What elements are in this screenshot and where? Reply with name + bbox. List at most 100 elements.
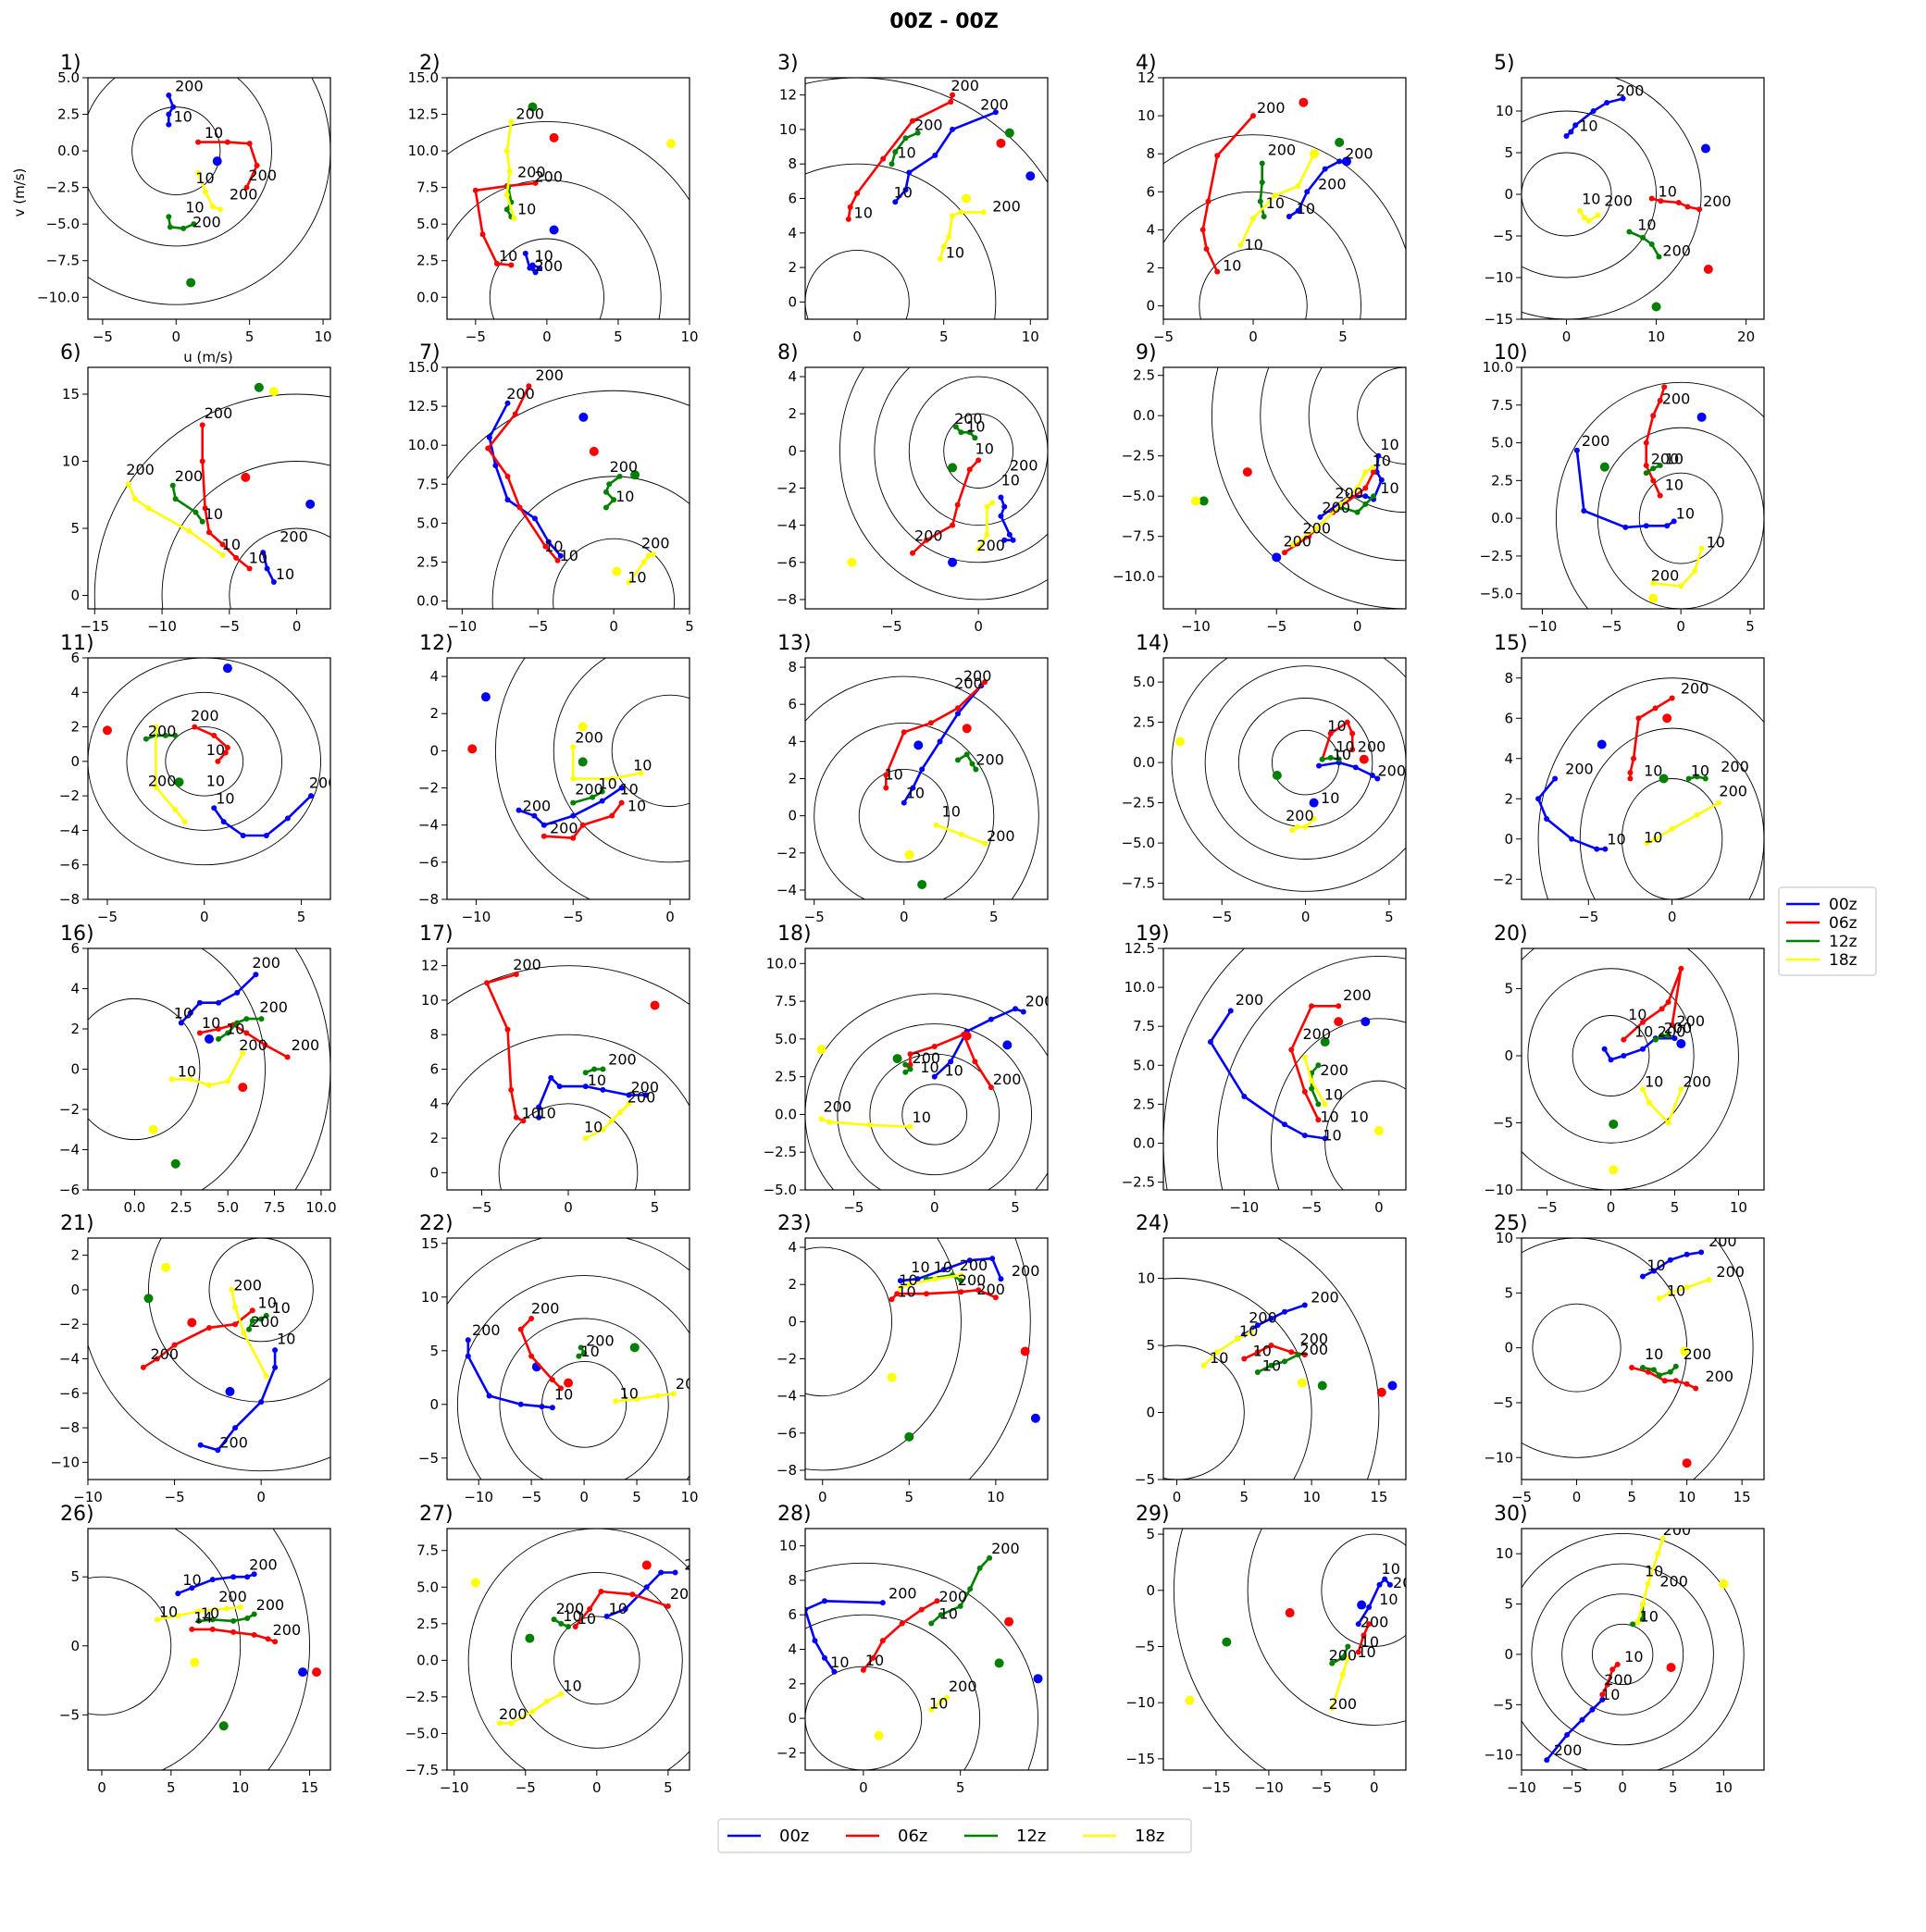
hodograph-point-18z — [558, 1690, 565, 1697]
hodograph-point-00z — [1671, 518, 1677, 525]
mean-point-00z — [549, 225, 559, 235]
level-label: 200 — [499, 1705, 528, 1723]
level-label: 200 — [280, 527, 308, 545]
mean-point-18z — [190, 1657, 200, 1667]
hodograph-point-12z — [1640, 1364, 1646, 1370]
y-tick-label: 2.5 — [57, 106, 80, 123]
hodograph-point-06z — [504, 473, 511, 479]
hodograph-point-12z — [599, 788, 605, 795]
level-label: 200 — [534, 257, 563, 275]
y-tick-label: −5.0 — [764, 1182, 797, 1198]
hodograph-point-00z — [950, 126, 956, 132]
level-label: 200 — [993, 1071, 1022, 1088]
level-label: 10 — [1665, 451, 1684, 468]
hodograph-point-12z — [199, 518, 205, 525]
hodograph-point-00z — [1316, 762, 1323, 769]
hodograph-point-18z — [617, 1109, 624, 1116]
level-label: 10 — [249, 550, 267, 567]
hodograph-point-18z — [866, 1121, 873, 1128]
mean-point-12z — [994, 1658, 1004, 1668]
range-ring — [208, 1238, 314, 1343]
hodograph-point-00z — [1667, 1257, 1673, 1263]
hodograph-point-12z — [963, 751, 970, 758]
y-tick-label: 15.0 — [408, 69, 439, 86]
hodograph-point-12z — [162, 732, 168, 738]
hodograph-point-06z — [1693, 1385, 1699, 1392]
hodograph-point-18z — [1313, 526, 1320, 531]
y-tick-label: 6 — [70, 940, 80, 957]
subplot-label: 28) — [777, 1503, 812, 1526]
mean-point-00z — [212, 156, 222, 167]
hodograph-point-00z — [1369, 773, 1375, 779]
hodograph-point-00z — [175, 1591, 181, 1597]
hodograph-point-06z — [918, 1606, 925, 1613]
subplot-label: 24) — [1136, 1212, 1170, 1235]
x-tick-label: 10 — [987, 1489, 1004, 1505]
hodograph-point-12z — [1259, 180, 1265, 186]
hodograph-point-12z — [166, 214, 172, 220]
hodograph-point-00z — [1564, 1731, 1571, 1738]
hodograph-point-06z — [1627, 769, 1634, 775]
y-tick-label: −10 — [1484, 1182, 1513, 1198]
hodograph-point-18z — [1235, 1335, 1241, 1342]
x-tick-label: 5 — [1011, 1199, 1020, 1216]
y-tick-label: −2.5 — [1480, 548, 1513, 564]
level-label: 10 — [1607, 830, 1625, 848]
range-ring — [510, 1572, 683, 1749]
hodograph-point-00z — [166, 121, 172, 128]
hodograph-point-00z — [932, 152, 938, 158]
hodograph-point-06z — [950, 522, 956, 528]
hodograph-point-18z — [1250, 216, 1257, 222]
mean-point-12z — [1272, 771, 1282, 781]
axes-frame — [87, 1528, 331, 1771]
hodograph-point-06z — [587, 1606, 593, 1612]
y-tick-label: 0 — [429, 742, 439, 759]
subplot-label: 3) — [777, 52, 799, 75]
axes-frame — [87, 1237, 331, 1480]
level-label: 200 — [914, 117, 943, 134]
level-label: 200 — [939, 1588, 968, 1605]
y-tick-label: 2 — [1146, 260, 1155, 277]
series-line-00z — [1209, 1009, 1325, 1140]
mean-point-18z — [1648, 593, 1659, 603]
hodograph-point-06z — [992, 1294, 999, 1301]
level-label: 200 — [914, 527, 943, 545]
series-line-18z — [1202, 1331, 1252, 1367]
level-label: 10 — [276, 565, 294, 583]
hodograph-point-12z — [1282, 1358, 1287, 1365]
hodograph-point-18z — [1237, 242, 1244, 248]
hodograph-point-00z — [897, 1278, 903, 1284]
hodograph-point-06z — [1669, 1022, 1675, 1028]
level-label: 200 — [1393, 1574, 1422, 1591]
x-tick-label: −5 — [1301, 1199, 1322, 1216]
hodograph-point-12z — [928, 1620, 935, 1627]
hodograph-point-12z — [1339, 1654, 1346, 1661]
hodograph-point-00z — [1378, 477, 1385, 483]
hodograph-point-18z — [186, 527, 193, 534]
hodograph-point-06z — [224, 139, 230, 145]
hodograph-point-00z — [892, 199, 899, 205]
level-label: 10 — [1262, 1356, 1281, 1374]
hodograph-point-18z — [984, 531, 990, 538]
hodograph-point-18z — [168, 1076, 175, 1083]
hodograph-point-00z — [940, 1267, 947, 1273]
y-tick-label: 12.5 — [408, 106, 439, 123]
x-tick-label: 5 — [297, 909, 306, 925]
hodograph-point-06z — [1652, 705, 1659, 712]
mean-point-18z — [161, 1262, 171, 1272]
axes-frame — [1162, 366, 1407, 610]
hodograph-point-00z — [537, 265, 543, 271]
y-tick-label: −7.5 — [405, 1762, 439, 1778]
hodograph-point-06z — [1309, 1003, 1315, 1009]
level-label: 200 — [506, 385, 535, 402]
legend-label: 06z — [1829, 914, 1858, 933]
hodograph-point-12z — [216, 1035, 222, 1042]
level-label: 10 — [537, 1104, 555, 1121]
hodograph-point-12z — [172, 732, 179, 738]
hodograph-point-06z — [1650, 477, 1657, 484]
series-line-12z — [890, 131, 919, 165]
level-label: 200 — [1651, 566, 1680, 584]
hodograph-point-18z — [181, 819, 188, 825]
hodograph-point-06z — [541, 833, 547, 839]
range-ring — [869, 1053, 1000, 1176]
